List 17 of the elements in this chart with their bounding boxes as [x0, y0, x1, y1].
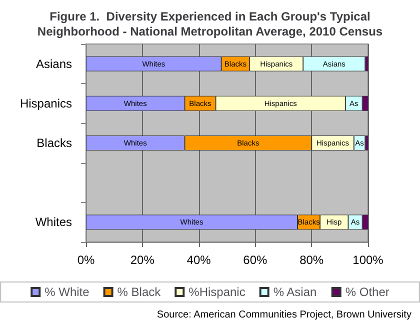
x-tick-label: 80%	[300, 253, 324, 267]
x-tick-label: 20%	[130, 253, 155, 267]
legend-label: % Black	[117, 285, 162, 299]
y-tick-label: Whites	[35, 215, 72, 230]
x-tick-label: 0%	[77, 253, 95, 267]
legend-label: % Asian	[273, 285, 317, 299]
legend-label: % White	[44, 285, 90, 299]
y-tick-label: Hispanics	[20, 96, 72, 110]
chart-title: Figure 1. Diversity Experienced in Each Group's Typical Neighborhood - National Metropolitan Average, 2010 Census	[37, 10, 383, 38]
legend-label: %Hispanic	[188, 285, 246, 299]
x-tick-label: 100%	[352, 253, 384, 267]
source-note: Source: American Communities Project, Brown University	[156, 310, 412, 320]
legend-label: % Other	[345, 285, 390, 299]
x-tick-label: 60%	[243, 253, 268, 267]
x-tick-label: 40%	[186, 253, 212, 267]
y-tick-label: Asians	[36, 56, 72, 71]
y-tick-label: Blacks	[36, 136, 72, 150]
